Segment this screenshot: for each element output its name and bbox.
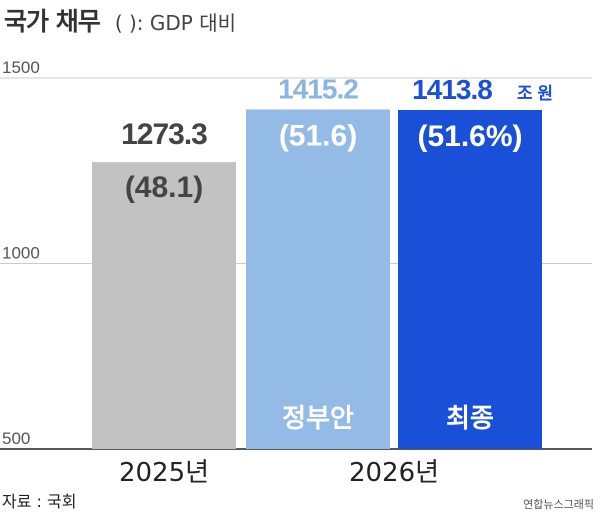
x-tick-label: 2026년 (349, 458, 439, 488)
y-tick-label: 1000 (2, 244, 40, 263)
bar-value-label: 1413.8 (412, 74, 492, 105)
bar-category-label: 최종 (446, 404, 494, 434)
credit-note: 연합뉴스그래픽 (523, 498, 594, 511)
bar-ratio-label: (48.1) (125, 171, 203, 204)
chart-title: 국가 채무 (4, 7, 101, 36)
y-tick-label: 1500 (2, 58, 40, 77)
source-note: 자료 : 국회 (2, 492, 77, 511)
bar (92, 162, 236, 449)
bar-ratio-label: (51.6) (279, 119, 357, 152)
bar-category-label: 정부안 (282, 404, 354, 434)
bar-value-label: 1273.3 (121, 118, 207, 151)
bar-ratio-label: (51.6%) (417, 120, 522, 153)
bar (246, 109, 390, 449)
unit-label: 조 원 (517, 84, 553, 103)
bar (398, 109, 542, 450)
chart-subtitle: ( ): GDP 대비 (114, 11, 236, 35)
chart-header: 국가 채무 ( ): GDP 대비 (4, 2, 236, 38)
x-tick-label: 2025년 (119, 458, 209, 488)
bar-value-label: 1415.2 (278, 73, 358, 104)
y-tick-label: 500 (2, 429, 30, 448)
